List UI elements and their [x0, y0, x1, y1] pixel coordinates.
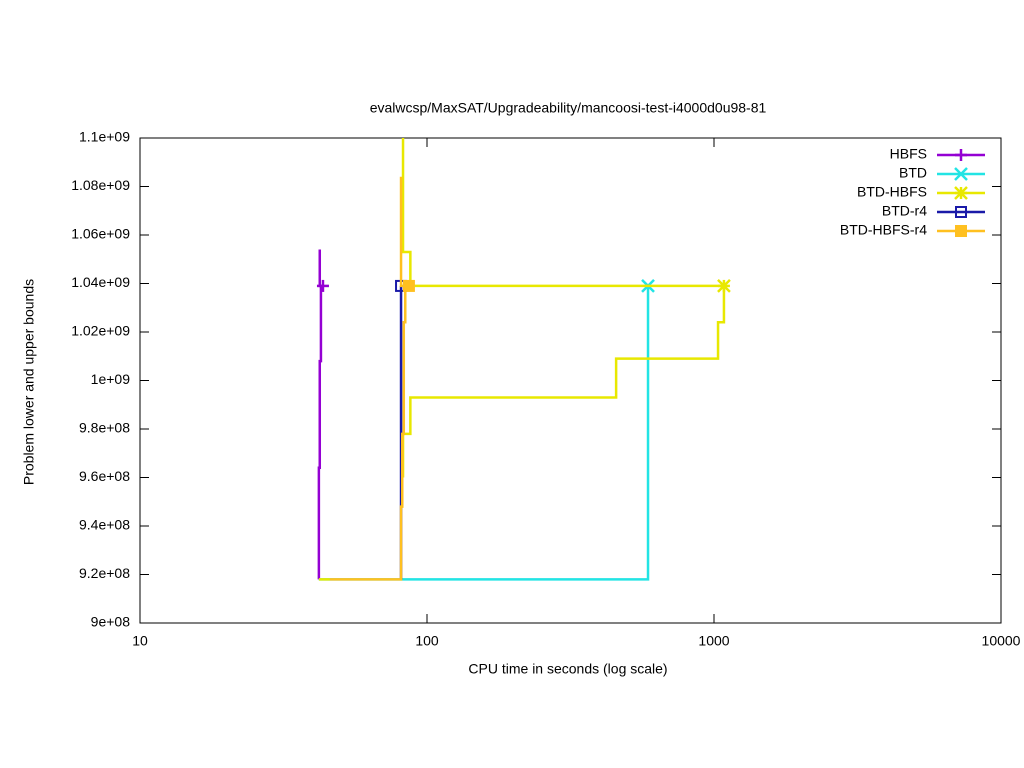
y-tick-label: 1.04e+09 [71, 274, 130, 290]
y-tick-label: 1.08e+09 [71, 177, 130, 193]
x-tick-label: 10000 [982, 633, 1021, 649]
marker [402, 279, 415, 292]
legend-label: HBFS [890, 146, 927, 162]
y-axis-label: Problem lower and upper bounds [21, 279, 37, 485]
y-tick-label: 9.2e+08 [79, 565, 130, 581]
series-line [318, 138, 726, 581]
x-tick-label: 1000 [698, 633, 729, 649]
y-tick-label: 1e+09 [91, 371, 131, 387]
y-tick-label: 9.8e+08 [79, 420, 130, 436]
y-tick-label: 1.1e+09 [79, 129, 130, 145]
legend-label: BTD [899, 165, 927, 181]
legend-marker [954, 167, 968, 181]
legend-marker [955, 149, 967, 161]
x-axis-label: CPU time in seconds (log scale) [468, 661, 667, 677]
chart-title: evalwcsp/MaxSAT/Upgradeability/mancoosi-… [370, 100, 767, 116]
series-line [317, 249, 323, 580]
x-tick-label: 10 [132, 633, 148, 649]
plot-frame [139, 137, 1002, 624]
legend-marker [955, 225, 967, 237]
legend-marker [954, 186, 968, 200]
series-line [329, 176, 409, 581]
marker [717, 279, 731, 293]
y-tick-label: 9.6e+08 [79, 468, 130, 484]
legend-marker [955, 206, 967, 218]
legend-label: BTD-HBFS [857, 184, 927, 200]
x-tick-label: 100 [415, 633, 439, 649]
series-line [318, 285, 650, 581]
y-tick-label: 1.02e+09 [71, 323, 130, 339]
legend-label: BTD-HBFS-r4 [840, 222, 927, 238]
marker [316, 279, 329, 292]
y-tick-label: 9.4e+08 [79, 517, 130, 533]
y-tick-label: 1.06e+09 [71, 226, 130, 242]
legend-label: BTD-r4 [882, 203, 927, 219]
y-tick-label: 9e+08 [91, 614, 131, 630]
